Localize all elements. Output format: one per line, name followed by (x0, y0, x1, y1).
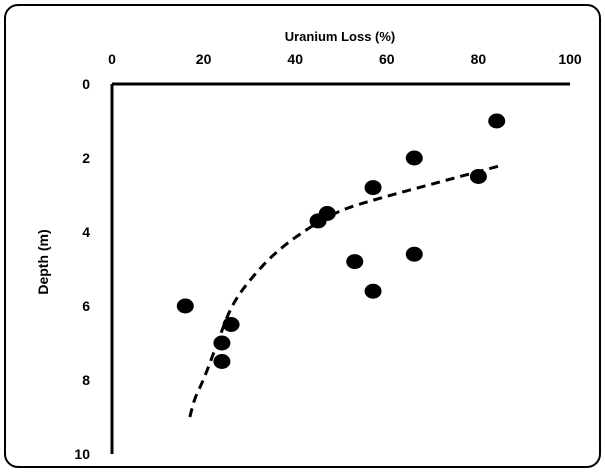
y-tick-label: 2 (82, 150, 90, 166)
y-tick-labels: 0 2 4 6 8 10 (74, 76, 90, 462)
fit-curve (188, 163, 502, 418)
x-tick-label: 100 (558, 51, 582, 67)
data-point (346, 254, 364, 270)
data-point (405, 246, 423, 262)
data-point (469, 169, 487, 184)
x-tick-label: 40 (287, 51, 303, 67)
data-point (222, 317, 240, 332)
fit-curve-path (188, 163, 502, 418)
data-point (488, 113, 506, 129)
x-tick-label: 0 (108, 51, 116, 67)
y-tick-label: 0 (82, 76, 90, 92)
axes (110, 82, 570, 454)
x-tick-label: 20 (196, 51, 212, 67)
data-point (309, 213, 327, 229)
y-axis-title: Depth (m) (35, 229, 51, 294)
data-point (405, 150, 423, 166)
y-tick-label: 6 (82, 298, 90, 314)
x-tick-label: 60 (379, 51, 395, 67)
y-tick-label: 8 (82, 372, 90, 388)
y-tick-label: 4 (82, 224, 90, 240)
data-point (213, 335, 231, 351)
x-tick-labels: 0 20 40 60 80 100 (108, 51, 582, 67)
data-point (364, 180, 382, 196)
data-point (364, 283, 382, 299)
y-tick-label: 10 (74, 446, 90, 462)
chart-frame (4, 4, 601, 468)
data-point (213, 354, 231, 369)
x-tick-label: 80 (471, 51, 487, 67)
x-axis-title: Uranium Loss (%) (285, 29, 396, 44)
data-points (176, 113, 506, 369)
data-point (176, 298, 194, 314)
